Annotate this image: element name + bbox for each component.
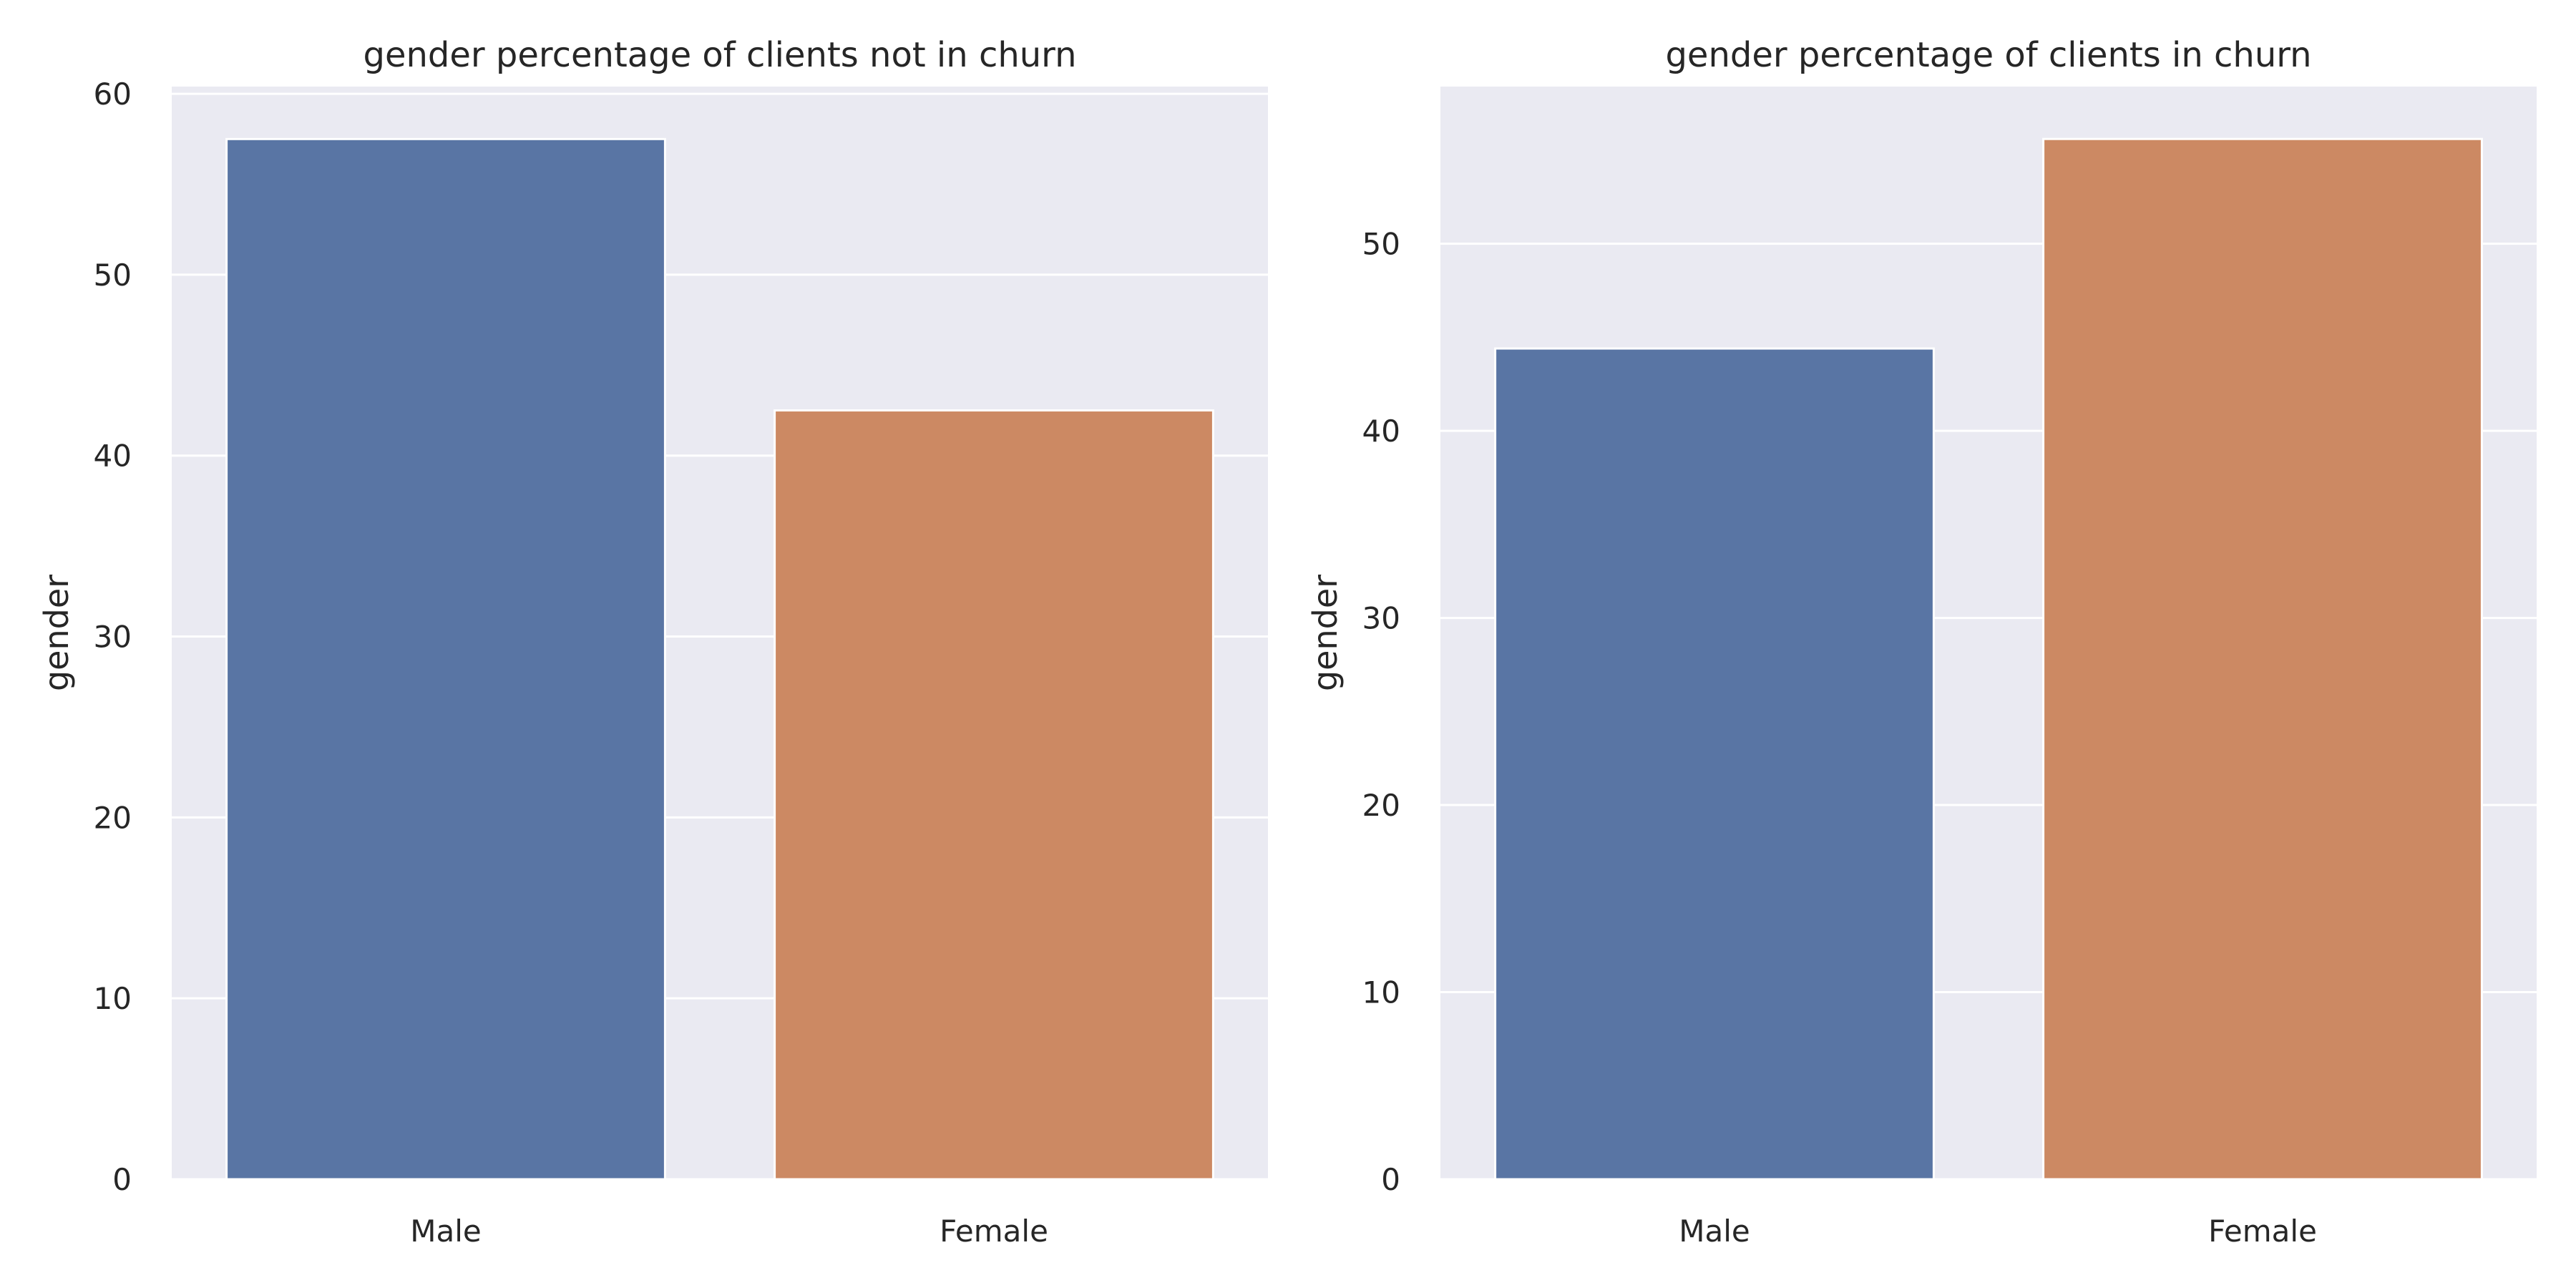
chart-panel-1: 0 10 20 30 40 50 60 Male Female gender percentage… [37, 35, 1268, 1249]
chart-panel-2: 0 10 20 30 40 50 Male Female gender percentage o… [1306, 35, 2537, 1249]
y-tick-label: 30 [1362, 601, 1400, 636]
x-tick-label: Female [2208, 1214, 2317, 1249]
y-tick-label: 50 [1362, 227, 1400, 262]
bar-male [225, 137, 666, 1181]
y-axis-label: gender [37, 575, 76, 691]
y-tick-label: 40 [1362, 414, 1400, 449]
x-tick-label: Female [940, 1214, 1048, 1249]
chart-title: gender percentage of clients in churn [1665, 35, 2311, 75]
y-tick-label: 30 [94, 620, 132, 655]
y-tick-label: 20 [94, 800, 132, 835]
bar-female [2042, 137, 2483, 1181]
bar-female [774, 409, 1214, 1181]
y-axis-label: gender [1306, 575, 1345, 691]
x-tick-label: Male [410, 1214, 481, 1249]
y-tick-label: 60 [94, 77, 132, 112]
bar-male [1494, 347, 1935, 1181]
x-tick-label: Male [1679, 1214, 1750, 1249]
y-tick-label: 40 [94, 439, 132, 474]
y-tick-label: 20 [1362, 788, 1400, 823]
y-tick-label: 0 [112, 1162, 132, 1197]
y-tick-label: 10 [94, 981, 132, 1016]
chart-title: gender percentage of clients not in chur… [364, 35, 1077, 75]
y-tick-label: 0 [1381, 1162, 1400, 1197]
y-tick-label: 50 [94, 258, 132, 293]
y-tick-label: 10 [1362, 975, 1400, 1010]
